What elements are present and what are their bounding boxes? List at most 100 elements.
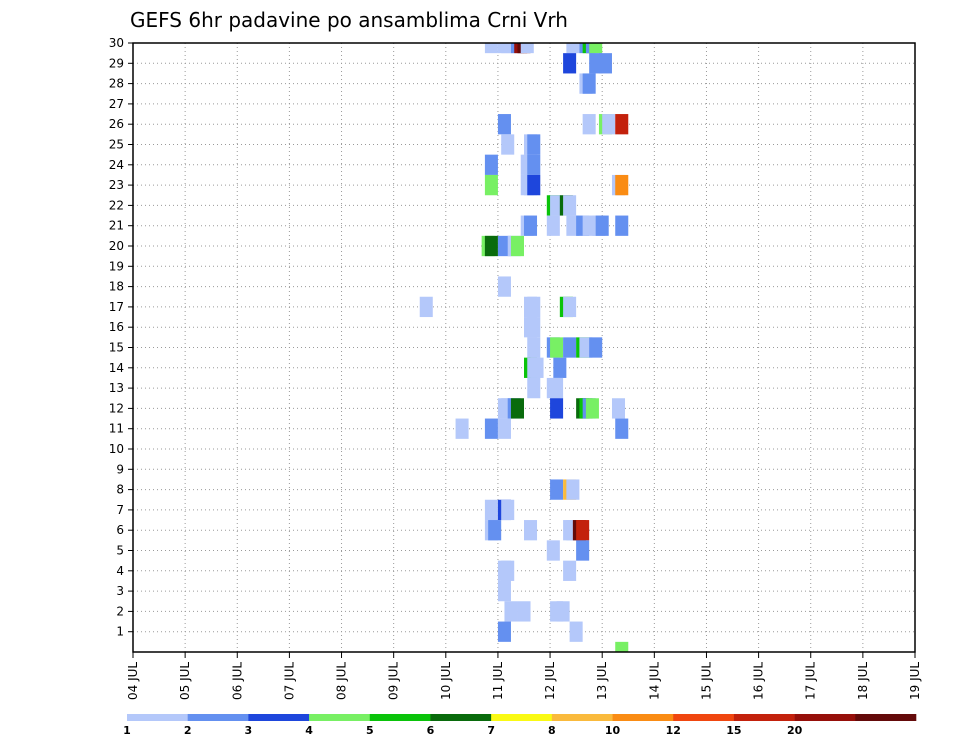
y-tick-label: 28	[109, 77, 124, 91]
x-tick-label: 05 JUL	[178, 662, 192, 700]
heatmap-cell	[589, 337, 603, 358]
x-tick-label: 11 JUL	[491, 662, 505, 700]
heatmap-cell	[556, 601, 570, 622]
x-tick-label: 07 JUL	[282, 662, 296, 700]
y-tick-label: 3	[116, 584, 124, 598]
x-tick-label: 14 JUL	[647, 662, 661, 700]
heatmap-cell	[517, 601, 531, 622]
colorbar-label: 6	[427, 724, 435, 737]
heatmap-cell	[563, 560, 577, 581]
x-tick-label: 16 JUL	[752, 662, 766, 700]
x-tick-label: 09 JUL	[387, 662, 401, 700]
heatmap-cell	[455, 418, 469, 439]
heatmap-cell	[563, 53, 577, 74]
colorbar-label: 5	[366, 724, 374, 737]
heatmap-cell	[582, 114, 596, 135]
colorbar-label: 4	[305, 724, 313, 737]
heatmap-cell	[576, 540, 590, 561]
heatmap-cell	[520, 43, 534, 54]
x-tick-label: 19 JUL	[908, 662, 922, 700]
colorbar-segment	[309, 714, 371, 721]
heatmap-cell	[488, 520, 502, 541]
heatmap-cell	[576, 520, 590, 541]
heatmap-cell	[566, 479, 580, 500]
y-tick-label: 25	[109, 138, 124, 152]
heatmap-cell	[582, 73, 596, 94]
heatmap-cell	[527, 317, 541, 338]
heatmap-cell	[563, 296, 577, 318]
heatmap-cell	[611, 398, 626, 419]
heatmap-cells	[419, 43, 629, 652]
heatmap-cell	[615, 641, 629, 652]
heatmap-cell	[566, 215, 580, 236]
y-tick-label: 14	[109, 361, 124, 375]
heatmap-cell	[484, 499, 498, 521]
heatmap-cell	[546, 540, 560, 561]
colorbar-segment	[551, 714, 613, 721]
y-tick-label: 20	[109, 239, 124, 253]
heatmap-cell	[497, 276, 511, 297]
colorbar: 1 2 3 4 5 6 7 8 10 12 15 20	[123, 714, 917, 737]
colorbar-label: 1	[123, 724, 131, 737]
colorbar-label: 2	[184, 724, 192, 737]
colorbar-segment	[248, 714, 310, 721]
heatmap-cell	[510, 235, 524, 257]
heatmap-cell	[527, 296, 541, 318]
heatmap-cell	[550, 479, 564, 500]
heatmap-cell	[615, 174, 629, 196]
heatmap-cell	[527, 337, 541, 358]
heatmap-cell	[501, 134, 515, 155]
y-tick-label: 15	[109, 341, 124, 355]
heatmap-cell	[510, 398, 524, 419]
y-axis: 1234567891011121314151617181920212223242…	[109, 36, 133, 639]
colorbar-segment	[369, 714, 431, 721]
colorbar-segment	[733, 714, 795, 721]
y-tick-label: 30	[109, 36, 124, 50]
colorbar-label: 20	[787, 724, 803, 737]
heatmap-cell	[563, 337, 577, 358]
heatmap-cell	[530, 357, 544, 378]
y-tick-label: 24	[109, 158, 124, 172]
heatmap-cell	[484, 174, 498, 196]
heatmap-cell	[598, 53, 612, 74]
heatmap-cell	[550, 398, 564, 419]
colorbar-label: 8	[548, 724, 556, 737]
y-tick-label: 7	[116, 503, 124, 517]
y-tick-label: 29	[109, 56, 124, 70]
heatmap-cell	[585, 398, 599, 419]
heatmap-cell	[563, 195, 577, 216]
colorbar-label: 10	[605, 724, 621, 737]
y-tick-label: 16	[109, 320, 124, 334]
heatmap-cell	[546, 215, 560, 236]
y-tick-label: 2	[116, 604, 124, 618]
x-tick-label: 12 JUL	[543, 662, 557, 700]
y-tick-label: 11	[109, 422, 124, 436]
y-tick-label: 23	[109, 178, 124, 192]
colorbar-segment	[491, 714, 553, 721]
x-axis: 04 JUL 05 JUL 06 JUL 07 JUL 08 JUL 09 JUL 10 J…	[126, 652, 922, 700]
x-tick-label: 04 JUL	[126, 662, 140, 700]
heatmap-cell	[527, 174, 541, 196]
heatmap-cell	[524, 215, 538, 236]
y-tick-label: 27	[109, 97, 124, 111]
heatmap-cell	[501, 560, 515, 581]
heatmap-cell	[595, 215, 609, 236]
heatmap-cell	[615, 215, 629, 236]
y-tick-label: 9	[116, 462, 124, 476]
heatmap-cell	[497, 418, 511, 439]
heatmap-cell	[553, 357, 567, 378]
heatmap-cell	[497, 235, 511, 257]
heatmap-cell	[527, 134, 541, 155]
heatmap-cell	[527, 154, 541, 175]
heatmap-cell	[615, 114, 629, 135]
heatmap-cell	[501, 43, 515, 54]
colorbar-segment	[612, 714, 674, 721]
heatmap-cell	[566, 43, 580, 54]
chart-title: GEFS 6hr padavine po ansamblima Crni Vrh	[130, 8, 568, 32]
heatmap-cell	[589, 43, 603, 54]
y-tick-label: 6	[116, 523, 124, 537]
colorbar-segment	[855, 714, 917, 721]
x-tick-label: 08 JUL	[335, 662, 349, 700]
y-tick-label: 8	[116, 483, 124, 497]
colorbar-label: 7	[487, 724, 495, 737]
